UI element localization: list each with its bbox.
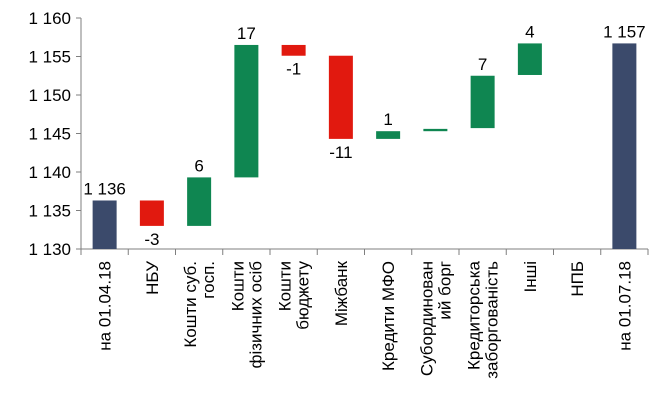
y-tick-label: 1 145 bbox=[28, 125, 71, 144]
category-label: заборгованість bbox=[483, 261, 502, 379]
category-label: Кредиторська bbox=[465, 260, 484, 370]
category-label: Міжбанк bbox=[332, 260, 351, 326]
bar-increase bbox=[234, 44, 259, 178]
category-label: на 01.04.18 bbox=[96, 261, 115, 351]
bar-total bbox=[92, 200, 117, 249]
category-label: НПБ bbox=[568, 261, 587, 297]
category-label: НБУ bbox=[143, 261, 162, 295]
data-label: 1 136 bbox=[83, 179, 126, 198]
bar-increase bbox=[470, 75, 495, 129]
bar-increase bbox=[187, 177, 212, 226]
category-label: ий борг bbox=[435, 261, 454, 320]
y-tick-label: 1 135 bbox=[28, 202, 71, 221]
data-label: -11 bbox=[329, 143, 352, 162]
y-tick-label: 1 155 bbox=[28, 48, 71, 67]
data-label: 7 bbox=[478, 55, 487, 74]
data-label: 6 bbox=[194, 156, 203, 175]
bar-total bbox=[612, 43, 637, 249]
category-label: Інші bbox=[521, 261, 540, 293]
category-label: бюджету bbox=[294, 261, 313, 330]
data-label: -3 bbox=[144, 230, 159, 249]
data-label: 1 bbox=[383, 110, 392, 129]
bar-decrease bbox=[139, 200, 164, 226]
bar-decrease bbox=[281, 44, 306, 56]
bar-increase bbox=[376, 131, 401, 139]
data-label: -1 bbox=[286, 60, 301, 79]
category-label: Кошти bbox=[228, 261, 247, 311]
bar-increase bbox=[517, 43, 542, 75]
category-label: фізичних осіб bbox=[246, 261, 265, 369]
bar-decrease bbox=[328, 55, 353, 139]
y-tick-label: 1 140 bbox=[28, 163, 71, 182]
data-label: 17 bbox=[237, 24, 256, 43]
y-tick-label: 1 150 bbox=[28, 86, 71, 105]
y-tick-label: 1 130 bbox=[28, 240, 71, 259]
category-label: Кошти bbox=[276, 261, 295, 311]
data-label: 4 bbox=[525, 22, 534, 41]
y-tick-label: 1 160 bbox=[28, 9, 71, 28]
data-label: 1 157 bbox=[603, 22, 646, 41]
category-label: Кошти суб. bbox=[181, 261, 200, 348]
category-label: госп. bbox=[199, 261, 218, 299]
bar-increase bbox=[423, 128, 448, 132]
category-label: на 01.07.18 bbox=[615, 261, 634, 351]
category-label: Кредити МФО bbox=[379, 261, 398, 371]
category-label: Субординован bbox=[417, 261, 436, 376]
